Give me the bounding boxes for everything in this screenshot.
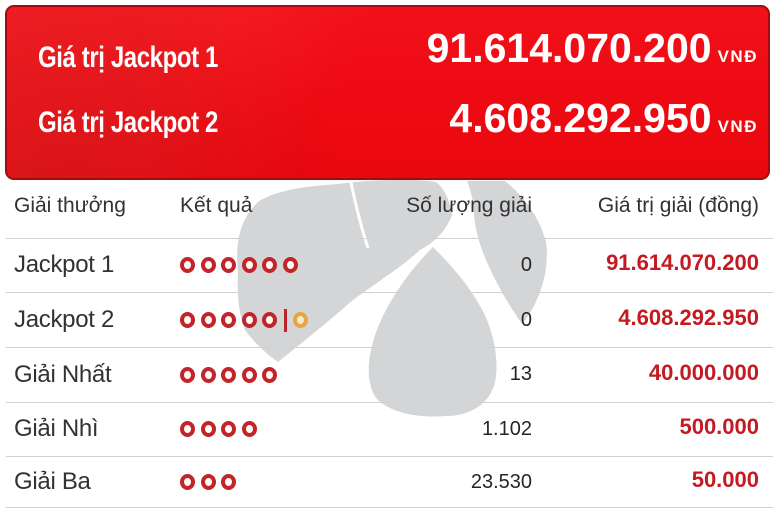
prize-name: Jackpot 1 — [14, 251, 115, 279]
number-ball-icon — [221, 474, 236, 491]
number-ball-icon — [180, 257, 195, 274]
number-ball-icon — [282, 257, 298, 274]
jackpot2-value-group: 4.608.292.950 VNĐ — [449, 98, 758, 139]
result-balls — [180, 421, 360, 438]
prize-value: 40.000.000 — [648, 359, 759, 385]
extra-ball-divider — [284, 308, 287, 332]
vietlott-flower-watermark-icon — [237, 177, 547, 417]
result-balls — [180, 308, 360, 332]
number-ball-icon — [262, 257, 277, 274]
number-ball-icon — [200, 474, 216, 491]
number-ball-icon — [180, 312, 195, 329]
number-ball-icon — [262, 366, 277, 383]
number-ball-icon — [200, 366, 216, 383]
number-ball-icon — [180, 421, 195, 438]
jackpot-banner: Giá trị Jackpot 1 91.614.070.200 VNĐ Giá … — [5, 5, 770, 180]
header-count: Số lượng giải — [406, 193, 532, 217]
jackpot1-value-group: 91.614.070.200 VNĐ — [427, 28, 758, 69]
table-row: Giải Ba 23.530 50.000 — [6, 457, 773, 509]
prize-value: 500.000 — [679, 414, 759, 440]
prize-value: 4.608.292.950 — [618, 305, 759, 331]
extra-number-ball-icon — [293, 312, 308, 329]
table-header-row: Giải thưởng Kết quả Số lượng giải Giá tr… — [6, 180, 773, 239]
prize-count: 1.102 — [481, 417, 532, 440]
prize-name: Giải Nhất — [14, 360, 112, 388]
jackpot1-currency: VNĐ — [717, 47, 758, 66]
jackpot1-label: Giá trị Jackpot 1 — [38, 41, 218, 74]
result-balls — [180, 474, 360, 491]
jackpot1-value: 91.614.070.200 — [426, 25, 712, 71]
jackpot2-label: Giá trị Jackpot 2 — [38, 106, 218, 139]
prize-count: 0 — [520, 253, 532, 276]
header-value: Giá trị giải (đồng) — [597, 193, 759, 217]
number-ball-icon — [262, 312, 277, 329]
number-ball-icon — [200, 257, 216, 274]
number-ball-icon — [200, 312, 216, 329]
table-row: Jackpot 1 0 91.614.070.200 — [6, 239, 773, 294]
jackpot2-currency: VNĐ — [717, 117, 758, 136]
number-ball-icon — [241, 421, 257, 438]
prize-value: 50.000 — [691, 467, 759, 493]
number-ball-icon — [180, 474, 195, 491]
prize-name: Jackpot 2 — [14, 306, 115, 334]
result-balls — [180, 366, 360, 383]
prize-count: 23.530 — [470, 470, 532, 493]
number-ball-icon — [221, 312, 236, 329]
prize-name: Giải Ba — [14, 468, 91, 496]
number-ball-icon — [241, 312, 257, 329]
header-prize: Giải thưởng — [14, 193, 126, 217]
number-ball-icon — [241, 366, 257, 383]
prize-value: 91.614.070.200 — [606, 250, 759, 276]
number-ball-icon — [221, 257, 236, 274]
table-row: Giải Nhì 1.102 500.000 — [6, 403, 773, 458]
number-ball-icon — [221, 366, 236, 383]
number-ball-icon — [200, 421, 216, 438]
result-balls — [180, 257, 360, 274]
prize-count: 0 — [520, 308, 532, 331]
number-ball-icon — [221, 421, 236, 438]
table-row: Jackpot 2 0 4.608.292.950 — [6, 293, 773, 348]
results-table: Giải thưởng Kết quả Số lượng giải Giá tr… — [6, 180, 773, 509]
number-ball-icon — [180, 366, 195, 383]
jackpot2-value: 4.608.292.950 — [449, 95, 712, 141]
number-ball-icon — [241, 257, 257, 274]
table-row: Giải Nhất 13 40.000.000 — [6, 348, 773, 403]
header-result: Kết quả — [180, 193, 253, 217]
prize-name: Giải Nhì — [14, 415, 99, 443]
prize-count: 13 — [509, 363, 532, 386]
